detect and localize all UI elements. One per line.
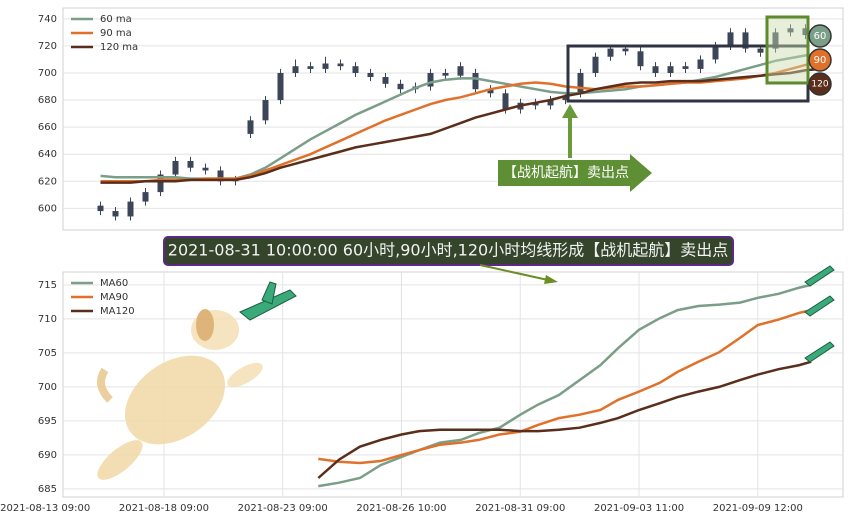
candle-body: [442, 72, 449, 76]
candle-body: [202, 167, 209, 171]
candle-body: [367, 72, 374, 78]
candle-body: [667, 66, 674, 73]
callout-text: 【战机起航】卖出点: [503, 165, 629, 181]
candle-body: [337, 63, 344, 67]
dog-illustration: [97, 309, 263, 480]
y-tick-label: 695: [38, 416, 57, 427]
candle-body: [682, 66, 689, 69]
candle-body: [382, 77, 389, 84]
callout-arrow: [498, 154, 652, 192]
candle-body: [697, 59, 704, 69]
legend-label: 90 ma: [100, 28, 132, 39]
x-tick-label: 2021-08-23 09:00: [238, 503, 328, 514]
banner-arrow: [479, 264, 549, 281]
candle-body: [487, 89, 494, 94]
candle-body: [562, 95, 569, 101]
candle-body: [577, 72, 584, 94]
x-tick-label: 2021-08-18 09:00: [119, 503, 209, 514]
legend-label: MA60: [100, 278, 128, 289]
y-tick-label: 710: [38, 314, 57, 325]
y-tick-label: 715: [38, 280, 57, 291]
candle-body: [472, 72, 479, 90]
candle-body: [262, 100, 269, 121]
candle-body: [217, 170, 224, 182]
candle-body: [157, 174, 164, 193]
candle-body: [757, 48, 764, 53]
candle-body: [352, 66, 359, 73]
y-tick-label: 620: [38, 176, 57, 187]
legend-label: 60 ma: [100, 14, 132, 25]
ma-line: [100, 67, 821, 184]
candle-body: [652, 66, 659, 73]
candle-body: [112, 211, 119, 217]
candle-body: [187, 160, 194, 168]
candle-body: [322, 63, 329, 69]
plane-icons: [239, 265, 835, 363]
candle-body: [172, 160, 179, 175]
candle-body: [547, 100, 554, 106]
y-tick-label: 720: [38, 41, 57, 52]
y-tick-label: 690: [38, 450, 57, 461]
up-arrow-head: [562, 104, 578, 118]
badge: [808, 72, 832, 96]
legend-label: MA120: [100, 306, 135, 317]
candle-body: [802, 28, 809, 36]
x-tick-label: 2021-08-26 10:00: [356, 503, 446, 514]
candle-body: [307, 66, 314, 69]
badge: [808, 24, 832, 48]
ma-line: [317, 360, 812, 479]
ma-line: [318, 308, 812, 465]
candle-body: [97, 205, 104, 212]
candle-body: [532, 102, 539, 106]
badge: [808, 48, 832, 72]
y-tick-label: 705: [38, 348, 57, 359]
x-tick-label: 2021-08-13 09:00: [0, 503, 90, 514]
candle-body: [622, 48, 629, 52]
candle-body: [727, 32, 734, 46]
highlight-box: [765, 15, 810, 85]
legend-label: 120 ma: [100, 42, 138, 53]
badge-label: 60: [814, 31, 827, 42]
candle-body: [142, 192, 149, 202]
candle-body: [457, 66, 464, 76]
candle-body: [127, 201, 134, 217]
ma-line: [318, 283, 812, 488]
x-tick-label: 2021-09-03 11:00: [594, 503, 684, 514]
candle-body: [637, 51, 644, 67]
banner-text: 2021-08-31 10:00:00 60小时,90小时,120小时均线形成【…: [168, 241, 728, 260]
candle-body: [397, 83, 404, 90]
candle-body: [592, 56, 599, 73]
candle-body: [742, 32, 749, 49]
x-tick-label: 2021-08-31 09:00: [475, 503, 565, 514]
y-tick-label: 685: [38, 484, 57, 495]
candle-body: [607, 48, 614, 57]
y-tick-label: 600: [38, 203, 57, 214]
y-tick-label: 640: [38, 149, 57, 160]
badge-label: 120: [811, 80, 828, 90]
banner-box: [163, 236, 734, 266]
y-tick-label: 740: [38, 14, 57, 25]
candle-body: [292, 66, 299, 73]
badge-label: 90: [814, 55, 827, 66]
y-tick-label: 700: [38, 382, 57, 393]
y-tick-label: 660: [38, 122, 57, 133]
candle-body: [247, 120, 254, 134]
candle-body: [502, 93, 509, 110]
ma-line: [100, 59, 821, 183]
banner-arrow-head: [544, 275, 558, 284]
candle-body: [787, 28, 794, 33]
legend-label: MA90: [100, 292, 128, 303]
candle-body: [712, 45, 719, 60]
y-tick-label: 700: [38, 68, 57, 79]
x-tick-label: 2021-09-09 12:00: [713, 503, 803, 514]
y-tick-label: 680: [38, 95, 57, 106]
candle-body: [277, 72, 284, 101]
plot-area: [62, 7, 844, 231]
candle-body: [772, 32, 779, 49]
candle-body: [427, 72, 434, 87]
